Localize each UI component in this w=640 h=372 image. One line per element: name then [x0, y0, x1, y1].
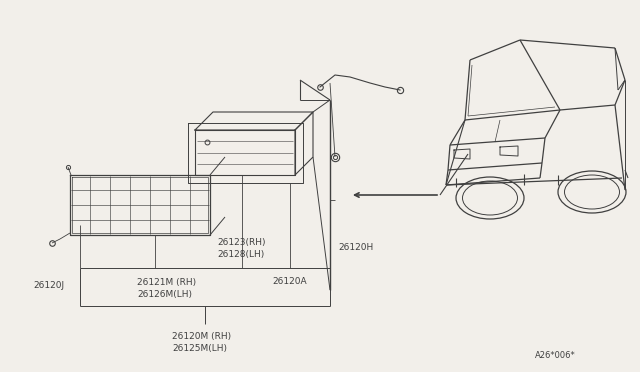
Text: 26120A: 26120A — [272, 278, 307, 286]
Text: 26120H: 26120H — [338, 244, 373, 253]
Text: 26120J: 26120J — [33, 282, 64, 291]
Text: 26121M (RH): 26121M (RH) — [137, 278, 196, 286]
Text: 26126M(LH): 26126M(LH) — [137, 289, 192, 298]
Text: 26128(LH): 26128(LH) — [217, 250, 264, 259]
Text: A26*006*: A26*006* — [534, 350, 575, 359]
Text: 26125M(LH): 26125M(LH) — [172, 343, 227, 353]
Text: 26120M (RH): 26120M (RH) — [172, 331, 231, 340]
Text: 26123(RH): 26123(RH) — [217, 237, 266, 247]
